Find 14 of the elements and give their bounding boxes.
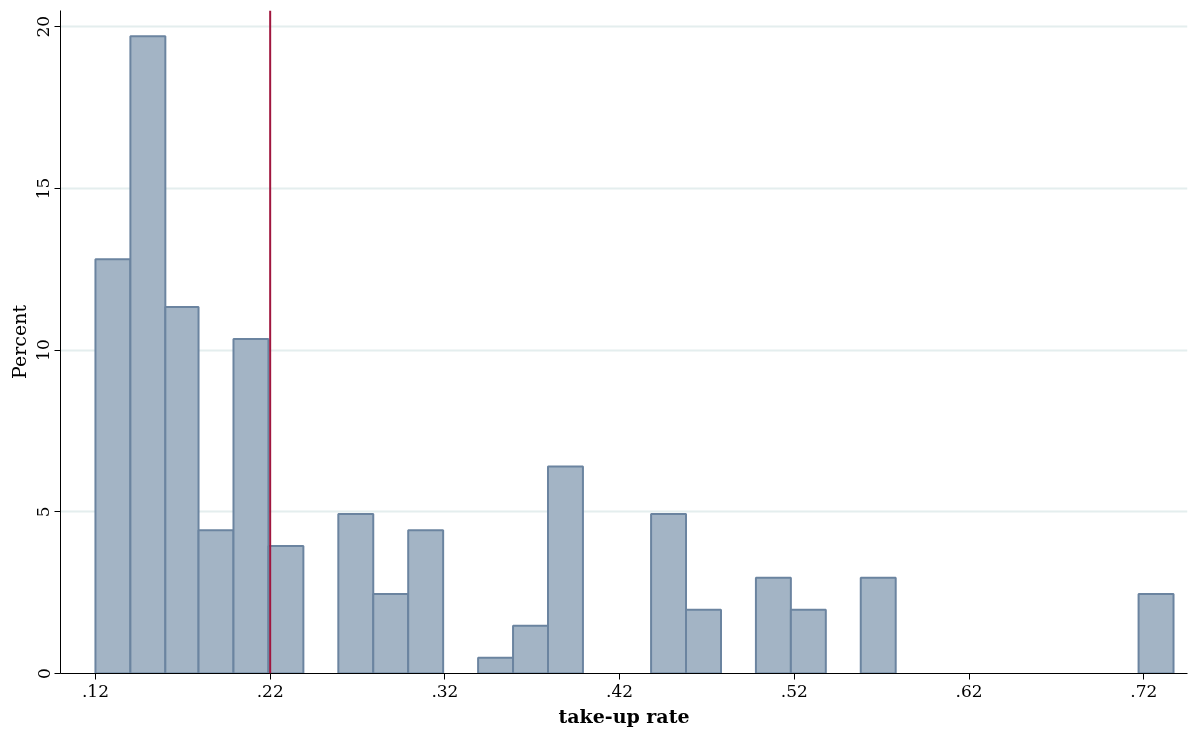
y-tick-label: 0 <box>33 668 54 679</box>
x-tick-label: .72 <box>1130 680 1158 701</box>
x-tick-label: .62 <box>955 680 983 701</box>
y-tick-label: 20 <box>33 15 54 38</box>
x-tick-label: .52 <box>780 680 808 701</box>
x-axis-title: take-up rate <box>558 704 690 727</box>
x-tick-label: .22 <box>256 680 284 701</box>
x-tick-label: .32 <box>431 680 459 701</box>
x-tick-label: .12 <box>81 680 109 701</box>
y-axis-title: Percent <box>7 304 30 380</box>
y-tick-label: 10 <box>33 339 54 361</box>
y-tick-label: 5 <box>33 506 54 518</box>
y-tick-label: 15 <box>33 177 54 200</box>
x-tick-label: .42 <box>606 680 634 701</box>
